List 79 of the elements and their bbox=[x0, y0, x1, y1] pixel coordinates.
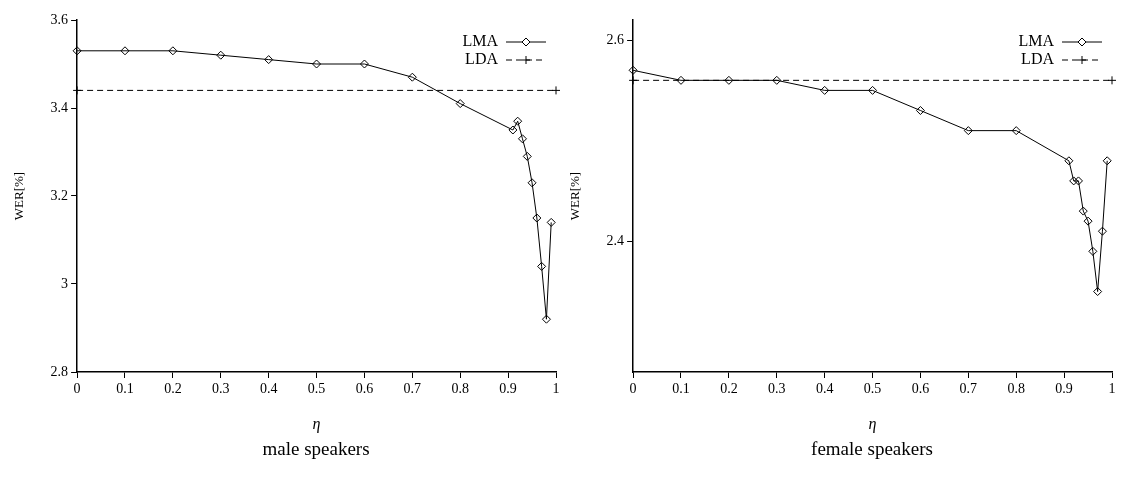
point bbox=[72, 46, 82, 56]
y-tick-label: 2.8 bbox=[50, 363, 69, 379]
x-tick-label: 0.7 bbox=[959, 381, 978, 397]
x-tick-label: 0.4 bbox=[259, 381, 278, 397]
point bbox=[359, 59, 369, 69]
x-tick-label: 0.5 bbox=[307, 381, 326, 397]
point bbox=[216, 50, 226, 60]
x-tick-label: 0.6 bbox=[355, 381, 374, 397]
point bbox=[820, 85, 830, 95]
point bbox=[1093, 287, 1103, 297]
point bbox=[724, 75, 734, 85]
y-tick-label: 2.4 bbox=[606, 232, 625, 248]
point bbox=[264, 55, 274, 65]
x-tick-label: 0.1 bbox=[116, 381, 134, 397]
y-tick-label: 3 bbox=[61, 275, 69, 291]
point bbox=[1083, 216, 1093, 226]
point bbox=[1088, 246, 1098, 256]
x-axis-title: η bbox=[868, 414, 877, 433]
point bbox=[513, 116, 523, 126]
point bbox=[527, 178, 537, 188]
x-tick-label: 0.6 bbox=[911, 381, 930, 397]
x-tick-label: 0.2 bbox=[164, 381, 182, 397]
point bbox=[455, 99, 465, 109]
point bbox=[628, 75, 638, 85]
point bbox=[676, 75, 686, 85]
x-tick-label: 0.2 bbox=[720, 381, 738, 397]
point bbox=[120, 46, 130, 56]
point bbox=[517, 134, 527, 144]
point bbox=[522, 151, 532, 161]
point bbox=[1078, 206, 1088, 216]
point bbox=[407, 72, 417, 82]
legend-label: LMA bbox=[462, 32, 499, 50]
point bbox=[532, 213, 542, 223]
legend-label: LDA bbox=[1021, 50, 1055, 68]
x-tick-label: 0.7 bbox=[403, 381, 422, 397]
point bbox=[1107, 75, 1117, 85]
x-tick-label: 0.8 bbox=[451, 381, 469, 397]
point bbox=[312, 59, 322, 69]
x-tick-label: 0.8 bbox=[1007, 381, 1025, 397]
point bbox=[1011, 126, 1021, 136]
point bbox=[546, 217, 556, 227]
point bbox=[1097, 226, 1107, 236]
legend-label: LDA bbox=[465, 50, 499, 68]
text: male speakers bbox=[261, 438, 371, 460]
x-tick-label: 0.9 bbox=[1055, 381, 1073, 397]
x-tick-label: 0.9 bbox=[499, 381, 517, 397]
x-tick-label: 0 bbox=[73, 381, 81, 397]
x-tick-label: 0.3 bbox=[212, 381, 230, 397]
point bbox=[508, 125, 518, 135]
point bbox=[628, 65, 638, 75]
x-tick-label: 0.4 bbox=[815, 381, 834, 397]
point bbox=[551, 85, 561, 95]
point bbox=[963, 126, 973, 136]
point bbox=[72, 85, 82, 95]
x-tick-label: 1 bbox=[1108, 381, 1116, 397]
y-tick-label: 3.6 bbox=[50, 11, 69, 27]
point bbox=[772, 75, 782, 85]
x-tick-label: 0.1 bbox=[672, 381, 690, 397]
x-tick-label: 0.3 bbox=[768, 381, 786, 397]
point bbox=[868, 85, 878, 95]
y-tick-label: 2.6 bbox=[606, 31, 625, 47]
x-tick-label: 0 bbox=[629, 381, 637, 397]
x-axis-title: η bbox=[312, 414, 321, 433]
point bbox=[168, 46, 178, 56]
point bbox=[1064, 156, 1074, 166]
x-tick-label: 0.5 bbox=[863, 381, 882, 397]
y-tick-label: 3.2 bbox=[50, 187, 69, 203]
y-axis-title: WER[%] bbox=[11, 171, 27, 221]
y-axis-title: WER[%] bbox=[567, 171, 583, 221]
point bbox=[537, 261, 547, 271]
legend-label: LMA bbox=[1018, 32, 1055, 50]
point bbox=[915, 106, 925, 116]
point bbox=[1069, 176, 1079, 186]
point bbox=[1073, 176, 1083, 186]
y-tick-label: 3.4 bbox=[50, 99, 69, 115]
point bbox=[541, 314, 551, 324]
x-tick-label: 1 bbox=[552, 381, 560, 397]
point bbox=[1102, 156, 1112, 166]
text: female speakers bbox=[810, 438, 934, 460]
